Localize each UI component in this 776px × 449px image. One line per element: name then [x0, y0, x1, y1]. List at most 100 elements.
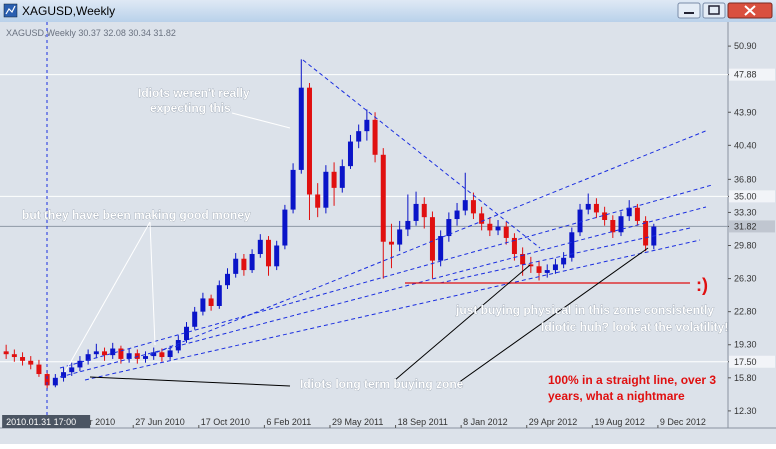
trend-line — [84, 239, 701, 381]
y-tick-label: 50.90 — [734, 41, 757, 51]
candle-body — [511, 237, 517, 255]
y-tick-label: 43.90 — [734, 107, 757, 117]
candle-body — [643, 220, 649, 246]
candle-body — [257, 239, 263, 255]
y-tick-label: 33.30 — [734, 207, 757, 217]
y-tick-label: 40.40 — [734, 140, 757, 150]
pointer-line — [149, 221, 156, 346]
x-tick-label: 19 Aug 2012 — [594, 417, 645, 427]
candle-body — [602, 212, 608, 220]
candle-body — [634, 207, 640, 221]
candle-body — [11, 354, 17, 358]
candle-body — [569, 232, 575, 258]
candle-body — [544, 270, 550, 273]
candle-body — [61, 372, 67, 378]
candle-body — [175, 340, 181, 351]
candle-body — [331, 171, 337, 188]
candle-body — [413, 203, 419, 221]
candle-body — [274, 245, 280, 267]
drawings — [59, 59, 713, 387]
candle-body — [20, 357, 26, 361]
candle-body — [454, 210, 460, 220]
candle-body — [249, 254, 255, 271]
pointer-line — [394, 264, 531, 381]
y-tick-label: 22.80 — [734, 307, 757, 317]
candle-body — [134, 353, 140, 359]
y-tick-label: 19.30 — [734, 340, 757, 350]
candle-body — [429, 217, 435, 261]
candle-body — [462, 200, 468, 211]
crosshair-date-box — [2, 415, 91, 428]
candle-body — [347, 141, 353, 167]
candle-body — [102, 351, 108, 356]
annotation: just buying physical in this zone consis… — [455, 303, 714, 317]
pointer-line — [64, 221, 151, 373]
candle-body — [118, 348, 124, 359]
y-tick-label: 26.30 — [734, 274, 757, 284]
candle-body — [36, 364, 42, 375]
x-tick-label: 17 Oct 2010 — [201, 417, 250, 427]
candle-body — [339, 166, 345, 188]
y-tick-label: 15.80 — [734, 373, 757, 383]
candle-body — [487, 223, 493, 231]
y-tick-box — [729, 355, 775, 368]
candle-body — [585, 203, 591, 210]
y-tick-label: 35.00 — [734, 191, 757, 201]
y-tick-label: 17.50 — [734, 357, 757, 367]
candle-body — [438, 236, 444, 261]
candle-body — [167, 350, 173, 358]
app-icon-glyph — [5, 5, 16, 15]
candle-body — [159, 352, 165, 358]
candle-body — [28, 360, 34, 365]
candle-body — [528, 264, 534, 267]
candle-body — [397, 229, 403, 245]
candle-body — [69, 367, 75, 373]
candle-body — [44, 374, 50, 386]
candle-body — [126, 353, 132, 359]
pointer-line — [231, 112, 291, 129]
y-tick-box — [729, 68, 775, 81]
candle-body — [77, 360, 83, 368]
x-tick-label: 2010.01.31 17:00 — [6, 417, 76, 427]
annotation: expecting this — [150, 101, 231, 115]
candle-body — [192, 311, 198, 327]
candle-body — [290, 169, 296, 210]
x-tick-label: 9 Dec 2012 — [660, 417, 706, 427]
candle-body — [208, 298, 214, 306]
candle-body — [421, 203, 427, 218]
minimize-button[interactable] — [677, 2, 701, 19]
candle-body — [151, 352, 157, 357]
candle-body — [323, 171, 329, 208]
candle-body — [143, 356, 149, 359]
trend-line — [59, 184, 713, 369]
y-tick-box — [729, 190, 775, 203]
pointer-line — [457, 247, 649, 384]
candle-body — [184, 326, 190, 341]
pointer-line — [89, 376, 291, 387]
title-bar — [0, 0, 776, 22]
y-tick-label: 47.88 — [734, 70, 757, 80]
candle-body — [577, 209, 583, 233]
candle-body — [356, 131, 362, 142]
annotation: years, what a nightmare — [548, 389, 685, 403]
x-tick-label: 29 Apr 2012 — [529, 417, 578, 427]
trend-line — [302, 59, 541, 249]
trend-line — [439, 227, 691, 284]
candle-body — [388, 241, 394, 245]
window-title: XAGUSD,Weekly — [22, 4, 115, 18]
candle-body — [364, 119, 370, 132]
candle-body — [233, 258, 239, 274]
candle-body — [3, 351, 9, 355]
candle-body — [593, 203, 599, 213]
x-tick-label: 29 May 2011 — [332, 417, 383, 427]
candle-body — [536, 266, 542, 273]
candle-body — [110, 348, 116, 356]
candle-body — [315, 194, 321, 208]
close-glyph — [744, 5, 756, 16]
candle-body — [495, 226, 501, 231]
x-tick-label: 18 Sep 2011 — [398, 417, 448, 427]
annotation: :) — [696, 275, 708, 295]
candle-body — [405, 220, 411, 230]
candle-body — [446, 219, 452, 237]
